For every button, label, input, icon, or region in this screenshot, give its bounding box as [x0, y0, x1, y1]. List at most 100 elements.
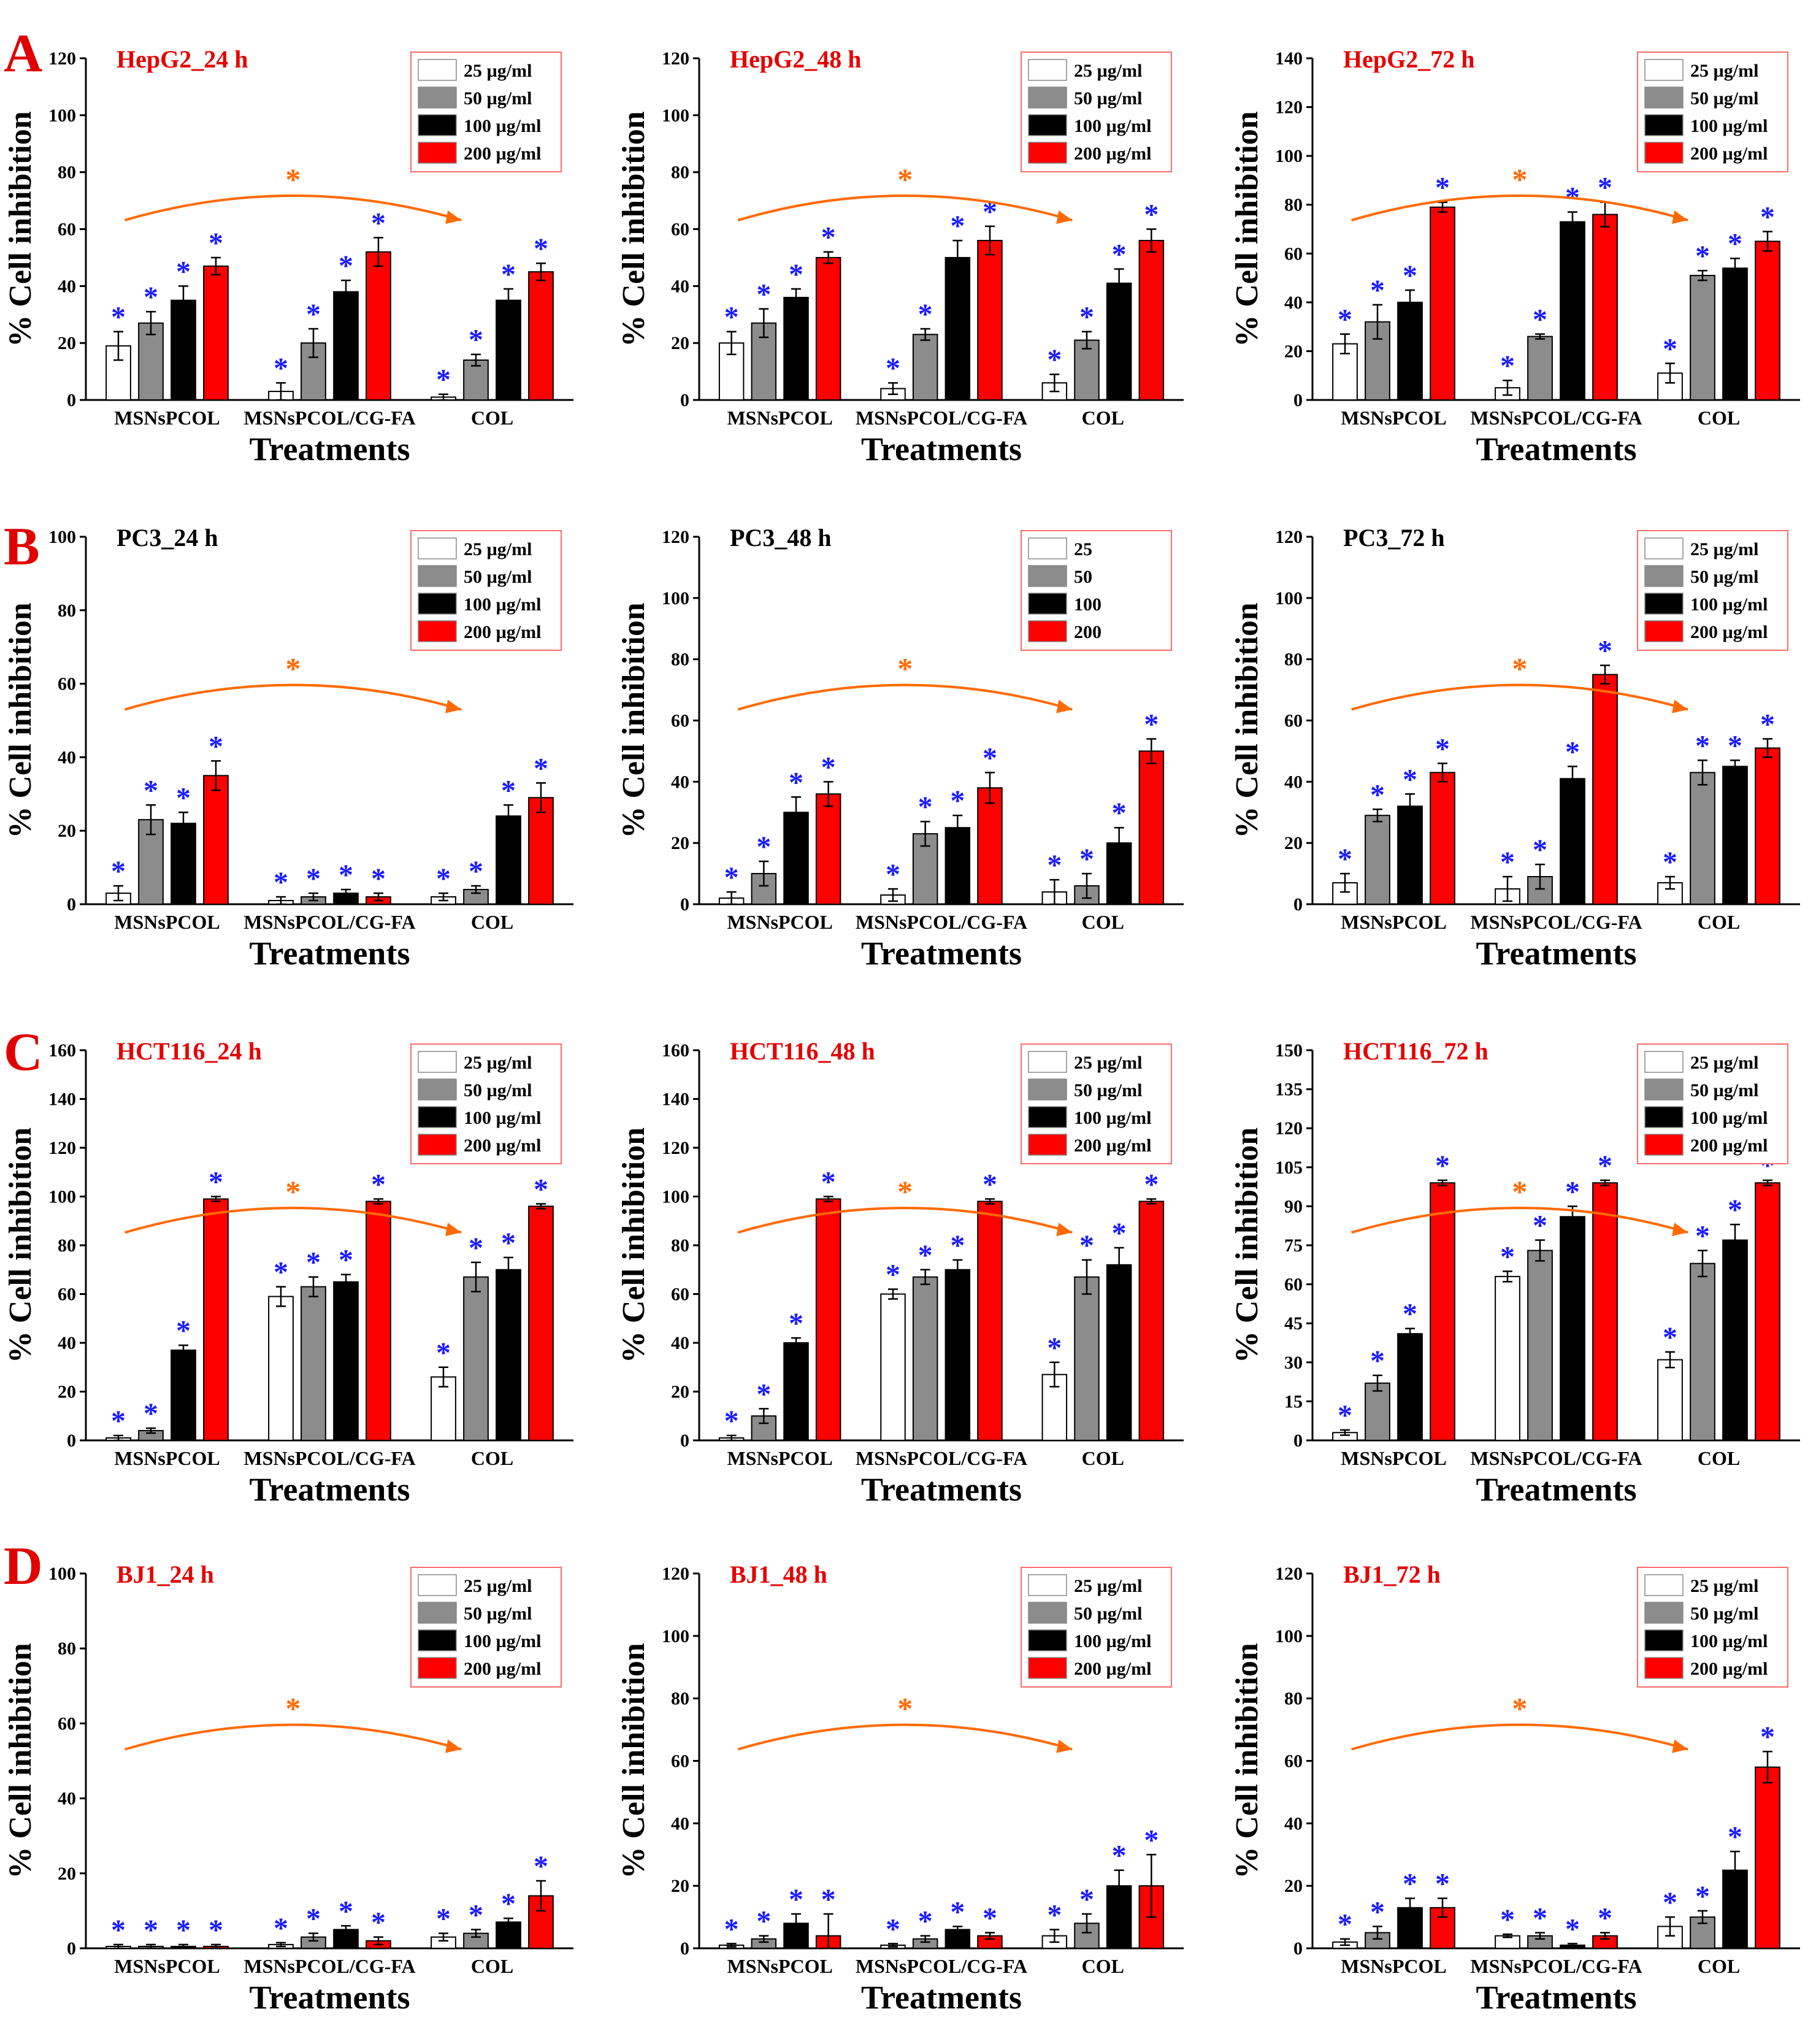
trend-star: *	[285, 651, 301, 686]
significance-star: *	[1403, 763, 1417, 796]
legend-label: 25	[1074, 539, 1092, 559]
legend-label: 100 µg/ml	[1074, 1108, 1151, 1128]
bar	[170, 1349, 196, 1442]
legend-swatch	[418, 86, 457, 109]
significance-star: *	[1533, 834, 1547, 866]
row-letter-b: B	[4, 517, 40, 577]
significance-star: *	[1728, 1194, 1742, 1226]
trend-arrow-head	[445, 1223, 462, 1237]
legend-label: 100 µg/ml	[1690, 1631, 1768, 1651]
bar	[528, 271, 554, 401]
bar	[1690, 1262, 1715, 1441]
legend-label: 50 µg/ml	[464, 1604, 532, 1624]
significance-star: *	[209, 227, 223, 259]
y-tick-label: 100	[1275, 588, 1303, 609]
x-axis-label: Treatments	[861, 1979, 1022, 2016]
legend-swatch	[418, 1657, 457, 1679]
significance-star: *	[339, 1244, 353, 1277]
significance-star: *	[1338, 1908, 1352, 1941]
x-tick-label: MSNsPCOL/CG-FA	[856, 911, 1027, 933]
y-tick-label: 80	[1284, 650, 1303, 670]
bar	[1527, 1250, 1553, 1441]
bar	[528, 1205, 554, 1442]
significance-star: *	[950, 785, 965, 817]
legend-swatch	[1644, 1078, 1684, 1101]
y-tick-label: 120	[662, 1564, 689, 1584]
legend-label: 50 µg/ml	[1074, 1080, 1142, 1101]
legend-label: 50 µg/ml	[1690, 1080, 1758, 1101]
significance-star: *	[950, 1896, 965, 1928]
legend-label: 25 µg/ml	[1074, 1053, 1142, 1073]
y-tick-label: 20	[671, 333, 689, 353]
y-tick-label: 75	[1284, 1235, 1303, 1256]
y-tick-label: 90	[1284, 1196, 1303, 1216]
y-tick-label: 20	[58, 333, 76, 353]
y-tick-label: 140	[48, 1089, 76, 1110]
y-tick-label: 0	[1293, 1938, 1303, 1959]
legend-swatch	[1644, 1051, 1684, 1073]
x-tick-label: COL	[1082, 407, 1124, 429]
significance-star: *	[469, 855, 483, 888]
y-tick-label: 80	[58, 163, 76, 183]
bar	[301, 1286, 326, 1441]
x-tick-label: MSNsPCOL/CG-FA	[243, 1447, 415, 1469]
significance-star: *	[756, 1378, 771, 1410]
significance-star: *	[1079, 843, 1094, 875]
significance-star: *	[1728, 1821, 1742, 1853]
significance-star: *	[1047, 849, 1062, 882]
y-tick-label: 0	[67, 894, 76, 915]
legend-swatch	[1644, 593, 1684, 615]
chart-panel-2: 0 20 40 60 80 100 120 % Cell inhibition * * * * * * * *…	[616, 45, 1184, 467]
significance-star: *	[821, 1166, 836, 1199]
legend-swatch	[1028, 620, 1067, 642]
y-tick-label: 80	[58, 1235, 76, 1256]
y-axis-label: % Cell inhibition	[616, 602, 651, 838]
trend-arrow	[125, 194, 462, 221]
y-tick-label: 45	[1284, 1313, 1303, 1334]
significance-star: *	[724, 861, 739, 894]
legend-swatch	[1644, 1574, 1684, 1596]
trend-star: *	[1512, 651, 1527, 686]
y-tick-label: 135	[1275, 1080, 1303, 1100]
legend-label: 25 µg/ml	[464, 539, 532, 559]
y-tick-label: 120	[48, 1138, 76, 1158]
bar	[203, 775, 229, 905]
legend-label: 100	[1074, 594, 1101, 615]
x-tick-label: MSNsPCOL	[114, 1447, 220, 1469]
chart-title: HCT116_24 h	[117, 1037, 262, 1065]
significance-star: *	[176, 1914, 191, 1946]
y-tick-label: 40	[671, 772, 689, 792]
significance-star: *	[1760, 201, 1775, 233]
trend-arrow	[1351, 1207, 1688, 1234]
y-axis-label: % Cell inhibition	[1230, 602, 1265, 838]
significance-star: *	[306, 1247, 321, 1279]
significance-star: *	[886, 858, 900, 891]
significance-star: *	[1403, 259, 1417, 292]
y-tick-label: 120	[1275, 1118, 1303, 1139]
significance-star: *	[918, 791, 933, 823]
y-tick-label: 20	[1284, 341, 1303, 361]
bar	[783, 1342, 809, 1441]
significance-star: *	[371, 207, 386, 239]
y-tick-label: 60	[58, 1285, 76, 1305]
trend-arrow	[1351, 1723, 1688, 1751]
x-tick-label: MSNsPCOL/CG-FA	[1470, 407, 1642, 429]
y-tick-label: 0	[67, 390, 76, 410]
x-tick-label: MSNsPCOL	[114, 1955, 220, 1977]
row-letter-d: D	[4, 1537, 43, 1596]
y-axis-label: % Cell inhibition	[1230, 111, 1265, 347]
y-tick-label: 160	[662, 1040, 689, 1061]
significance-star: *	[756, 1905, 771, 1938]
y-tick-label: 20	[58, 821, 76, 841]
trend-star: *	[285, 1691, 301, 1726]
legend-swatch	[418, 1051, 457, 1073]
legend-label: 200 µg/ml	[464, 622, 541, 642]
significance-star: *	[111, 1914, 126, 1946]
y-axis-label: % Cell inhibition	[3, 111, 38, 347]
chart-title: HCT116_48 h	[730, 1037, 875, 1065]
significance-star: *	[1500, 846, 1515, 878]
bar	[170, 823, 196, 905]
legend-swatch	[1644, 114, 1684, 136]
significance-star: *	[1565, 736, 1580, 768]
x-tick-label: MSNsPCOL	[727, 911, 832, 933]
